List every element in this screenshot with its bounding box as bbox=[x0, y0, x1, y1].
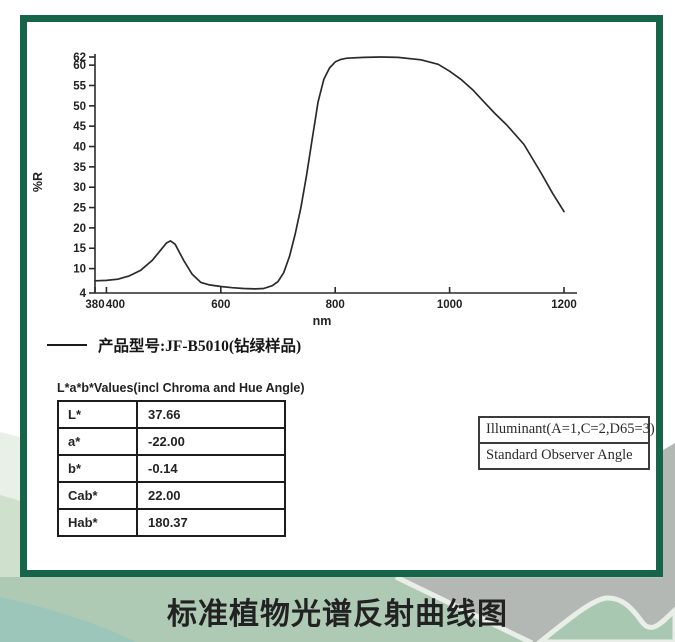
table-row: L* 37.66 bbox=[57, 400, 286, 429]
lab-param-value: -0.14 bbox=[136, 454, 286, 483]
spectral-report-card: 62 60 55 50 45 40 35 30 25 20 15 10 4 380 400 600 800 100… bbox=[20, 15, 663, 577]
y-axis-title: %R bbox=[31, 172, 45, 192]
y-tick-label: 30 bbox=[73, 182, 86, 194]
table-row: Hab* 180.37 bbox=[57, 508, 286, 537]
y-tick-label: 35 bbox=[73, 162, 86, 174]
y-tick-label: 60 bbox=[73, 60, 86, 72]
y-tick-label: 55 bbox=[73, 80, 86, 92]
chart-legend: 产品型号:JF-B5010(钻绿样品) bbox=[47, 334, 301, 356]
lab-param-label: b* bbox=[57, 454, 138, 483]
y-tick-label: 50 bbox=[73, 101, 86, 113]
x-axis-title: nm bbox=[313, 314, 332, 328]
table-row: a* -22.00 bbox=[57, 427, 286, 456]
y-tick-label: 25 bbox=[73, 203, 86, 215]
y-tick-label: 20 bbox=[73, 223, 86, 235]
x-tick-label: 1200 bbox=[551, 299, 577, 311]
lab-values-table: L* 37.66 a* -22.00 b* -0.14 Cab* 22.00 Hab* 180.3… bbox=[57, 400, 286, 537]
table-row: b* -0.14 bbox=[57, 454, 286, 483]
teal-corner-shape bbox=[0, 597, 136, 642]
illuminant-box: Illuminant(A=1,C=2,D65=3) Standard Obser… bbox=[478, 416, 655, 470]
lab-param-label: Cab* bbox=[57, 481, 138, 510]
x-tick-label: 380 bbox=[85, 299, 104, 311]
lab-param-value: 37.66 bbox=[136, 400, 286, 429]
green-mountain bbox=[535, 595, 675, 642]
x-tick-label: 800 bbox=[326, 299, 345, 311]
lab-param-label: a* bbox=[57, 427, 138, 456]
lab-param-value: -22.00 bbox=[136, 427, 286, 456]
lab-param-label: L* bbox=[57, 400, 138, 429]
white-ridge-line bbox=[394, 574, 534, 642]
reflectance-curve bbox=[94, 56, 565, 290]
page-title: 标准植物光谱反射曲线图 bbox=[167, 598, 508, 631]
lab-table-title: L*a*b*Values(incl Chroma and Hue Angle) bbox=[57, 381, 305, 395]
y-tick-label: 62 bbox=[73, 52, 86, 64]
table-row: Cab* 22.00 bbox=[57, 481, 286, 510]
lab-param-value: 180.37 bbox=[136, 508, 286, 537]
x-tick-label: 400 bbox=[106, 299, 125, 311]
lab-param-label: Hab* bbox=[57, 508, 138, 537]
x-tick-label: 1000 bbox=[437, 299, 463, 311]
y-tick-label: 10 bbox=[73, 264, 86, 276]
illuminant-setting: Illuminant(A=1,C=2,D65=3) bbox=[486, 421, 655, 437]
gray-mountain bbox=[398, 443, 675, 642]
x-tick-label: 600 bbox=[211, 299, 230, 311]
y-tick-label: 15 bbox=[73, 243, 86, 255]
lab-param-value: 22.00 bbox=[136, 481, 286, 510]
legend-line-swatch bbox=[47, 344, 87, 346]
observer-angle-setting: Standard Observer Angle bbox=[480, 442, 648, 468]
y-tick-label: 4 bbox=[80, 288, 87, 300]
y-tick-label: 45 bbox=[73, 121, 86, 133]
y-tick-label: 40 bbox=[73, 142, 86, 154]
legend-label: 产品型号:JF-B5010(钻绿样品) bbox=[98, 338, 302, 355]
